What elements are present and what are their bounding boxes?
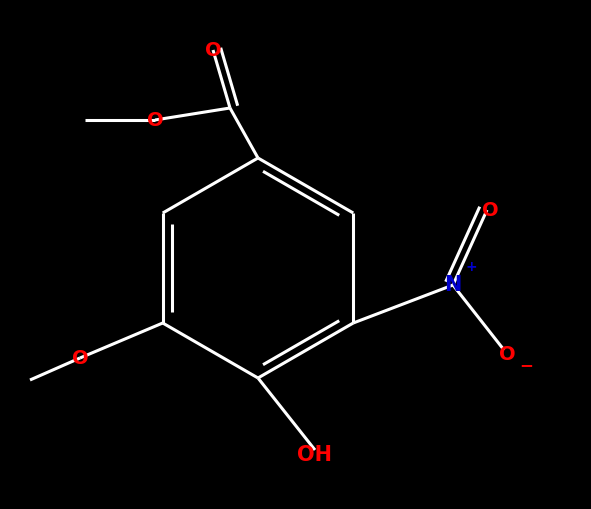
Text: O: O [482,201,498,219]
Text: O: O [499,346,515,364]
Text: −: − [519,356,533,374]
Text: +: + [465,260,477,274]
Text: N: N [444,275,462,295]
Text: O: O [72,349,88,367]
Text: O: O [204,41,221,60]
Text: OH: OH [297,445,333,465]
Text: O: O [147,110,163,129]
